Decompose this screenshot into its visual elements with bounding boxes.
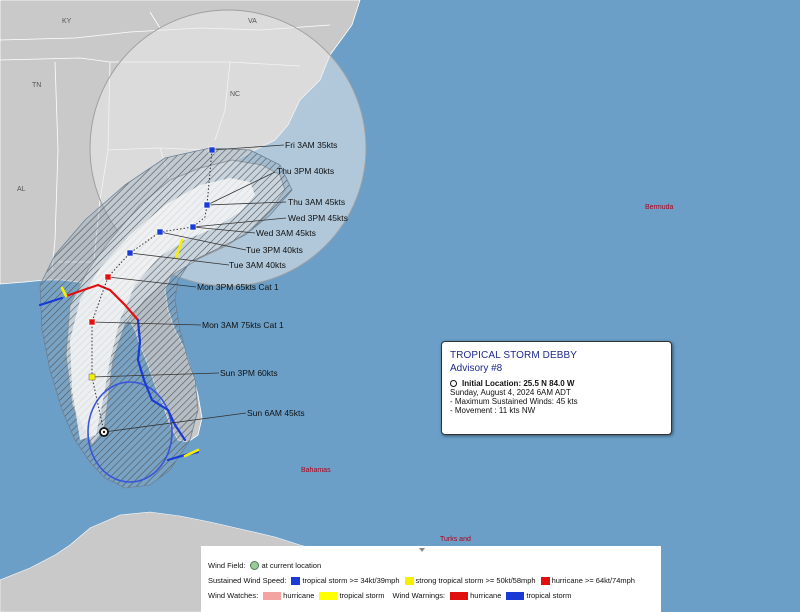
marker-sun-6am-dot xyxy=(102,430,106,434)
wind-field-icon xyxy=(249,561,259,570)
forecast-labels: Fri 3AM 35kts Thu 3PM 40kts Thu 3AM 45kt… xyxy=(197,140,348,418)
label-tue-3pm: Tue 3PM 40kts xyxy=(246,245,303,255)
legend-wind-field-label: Wind Field: xyxy=(208,561,246,570)
swatch-strong-tropical-storm xyxy=(404,576,414,585)
swatch-hurricane xyxy=(540,576,550,585)
legend-sustained-ts: tropical storm >= 34kt/39mph xyxy=(302,576,400,585)
marker-tue-3pm[interactable] xyxy=(156,228,164,236)
forecast-markers xyxy=(88,146,216,437)
max-sustained-winds: - Maximum Sustained Winds: 45 kts xyxy=(450,397,578,406)
state-al: AL xyxy=(17,186,26,193)
marker-wed[interactable] xyxy=(189,223,197,231)
place-bahamas: Bahamas xyxy=(301,467,331,474)
legend-watch-hu: hurricane xyxy=(283,591,315,600)
legend-sustained-sts: strong tropical storm >= 50kt/58mph xyxy=(415,576,536,585)
swatch-hurricane-watch xyxy=(263,591,282,600)
label-fri-3am: Fri 3AM 35kts xyxy=(285,140,337,150)
map-legend: Wind Field: at current location Sustaine… xyxy=(201,546,661,612)
legend-watches-label: Wind Watches: xyxy=(208,591,259,600)
advisory-number: Advisory #8 xyxy=(450,363,503,374)
marker-mon-3pm[interactable] xyxy=(104,273,112,281)
marker-thu-3pm[interactable] xyxy=(203,201,211,209)
place-bermuda: Bermuda xyxy=(645,204,674,211)
legend-sustained-hu: hurricane >= 64kt/74mph xyxy=(551,576,635,585)
swatch-tropical-storm-watch xyxy=(319,591,338,600)
label-mon-3pm: Mon 3PM 65kts Cat 1 xyxy=(197,282,279,292)
storm-info-panel: TROPICAL STORM DEBBY Advisory #8 Initial… xyxy=(441,341,672,435)
swatch-tropical-storm xyxy=(291,576,301,585)
legend-watches-warnings-row: Wind Watches: hurricane tropical storm W… xyxy=(208,588,661,603)
label-wed-3am: Wed 3AM 45kts xyxy=(256,228,316,238)
legend-collapse-icon[interactable] xyxy=(419,548,425,552)
storm-movement: - Movement : 11 kts NW xyxy=(450,406,536,415)
legend-sustained-row: Sustained Wind Speed: tropical storm >= … xyxy=(208,573,661,588)
place-turks: Turks and xyxy=(440,536,471,543)
leader-lines xyxy=(91,144,287,433)
marker-fri-3am[interactable] xyxy=(208,146,216,154)
legend-watch-ts: tropical storm xyxy=(339,591,385,600)
initial-location-row: Initial Location: 25.5 N 84.0 W xyxy=(450,379,663,388)
initial-location: Initial Location: 25.5 N 84.0 W xyxy=(462,379,575,388)
state-nc: NC xyxy=(230,91,240,98)
legend-warning-ts: tropical storm xyxy=(526,591,572,600)
legend-wind-field-row: Wind Field: at current location xyxy=(208,558,661,573)
label-tue-3am: Tue 3AM 40kts xyxy=(229,260,286,270)
label-wed-3pm: Wed 3PM 45kts xyxy=(288,213,348,223)
swatch-tropical-storm-warning xyxy=(506,591,525,600)
storm-title: TROPICAL STORM DEBBY xyxy=(450,350,578,361)
state-tn: TN xyxy=(32,82,41,89)
legend-sustained-label: Sustained Wind Speed: xyxy=(208,576,287,585)
legend-wind-field-current: at current location xyxy=(261,561,322,570)
swatch-hurricane-warning xyxy=(450,591,469,600)
current-wind-field xyxy=(87,381,173,483)
label-mon-3am: Mon 3AM 75kts Cat 1 xyxy=(202,320,284,330)
label-thu-3pm: Thu 3PM 40kts xyxy=(277,166,334,176)
label-thu-3am: Thu 3AM 45kts xyxy=(288,197,345,207)
legend-warnings-label: Wind Warnings: xyxy=(392,591,446,600)
marker-tue-3am[interactable] xyxy=(126,249,134,257)
legend-warning-hu: hurricane xyxy=(470,591,502,600)
state-labels: KY VA TN NC AL xyxy=(17,18,257,193)
label-sun-6am: Sun 6AM 45kts xyxy=(247,408,305,418)
current-position-icon xyxy=(450,380,457,387)
label-sun-3pm: Sun 3PM 60kts xyxy=(220,368,278,378)
coastal-warnings xyxy=(38,238,200,462)
advisory-datetime: Sunday, August 4, 2024 6AM ADT xyxy=(450,388,571,397)
state-va: VA xyxy=(248,18,257,25)
state-ky: KY xyxy=(62,18,72,25)
marker-mon-3am[interactable] xyxy=(88,318,96,326)
marker-sun-3pm[interactable] xyxy=(88,373,96,381)
wind-field-hatched xyxy=(39,147,293,489)
